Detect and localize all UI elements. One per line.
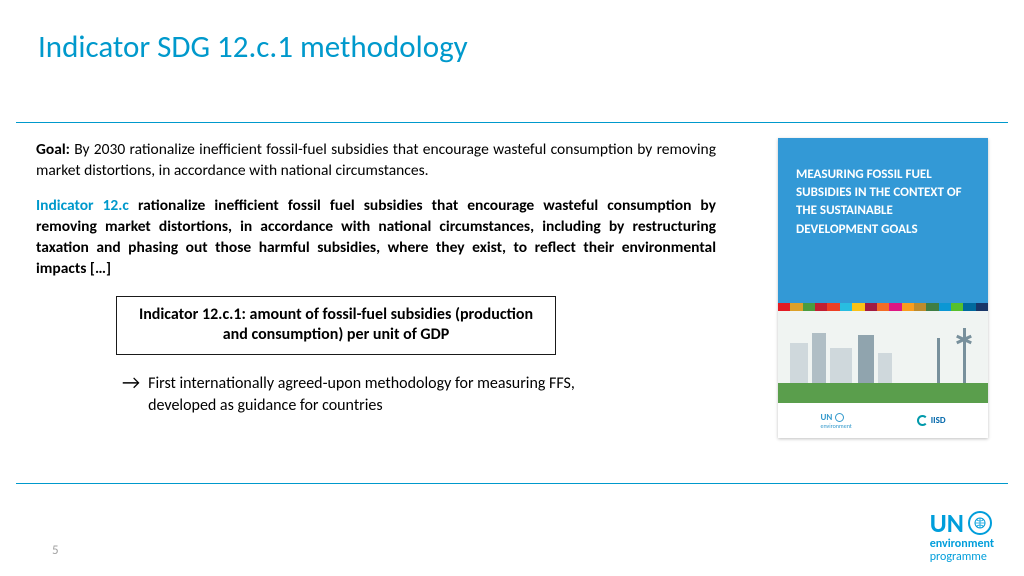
arrow-note: → First internationally agreed-upon meth… — [122, 373, 592, 416]
cover-illustration — [778, 311, 988, 403]
arrow-icon: → — [122, 373, 140, 393]
indicator-label: Indicator 12.c — [36, 196, 138, 215]
divider-top — [16, 122, 1008, 123]
report-cover: MEASURING FOSSIL FUEL SUBSIDIES IN THE C… — [778, 138, 988, 438]
slide-title: Indicator SDG 12.c.1 methodology — [38, 28, 468, 66]
cover-logos: UN environment IISD — [778, 403, 988, 438]
page-number: 5 — [52, 543, 59, 558]
cover-header: MEASURING FOSSIL FUEL SUBSIDIES IN THE C… — [778, 138, 988, 303]
indicator-text: rationalize inefficient fossil fuel subs… — [36, 196, 716, 278]
unep-footer-logo: UN environment programme — [930, 510, 994, 564]
environment-label: environment — [930, 538, 994, 551]
goal-label: Goal: — [36, 140, 74, 159]
goal-paragraph: Goal: By 2030 rationalize inefficient fo… — [36, 140, 716, 182]
programme-label: programme — [930, 551, 994, 564]
globe-icon — [968, 511, 992, 535]
body-content: Goal: By 2030 rationalize inefficient fo… — [36, 140, 716, 416]
un-environment-small-logo: UN environment — [820, 412, 851, 429]
arrow-text: First internationally agreed-upon method… — [148, 373, 592, 416]
goal-text: By 2030 rationalize inefficient fossil-f… — [36, 140, 716, 180]
cover-title: MEASURING FOSSIL FUEL SUBSIDIES IN THE C… — [796, 166, 970, 239]
un-text: UN — [930, 510, 964, 536]
sdg-color-stripe — [778, 303, 988, 311]
indicator-paragraph: Indicator 12.c rationalize inefficient f… — [36, 196, 716, 280]
iisd-logo: IISD — [917, 415, 946, 426]
indicator-box: Indicator 12.c.1: amount of fossil-fuel … — [116, 296, 556, 356]
divider-bottom — [16, 483, 1008, 484]
